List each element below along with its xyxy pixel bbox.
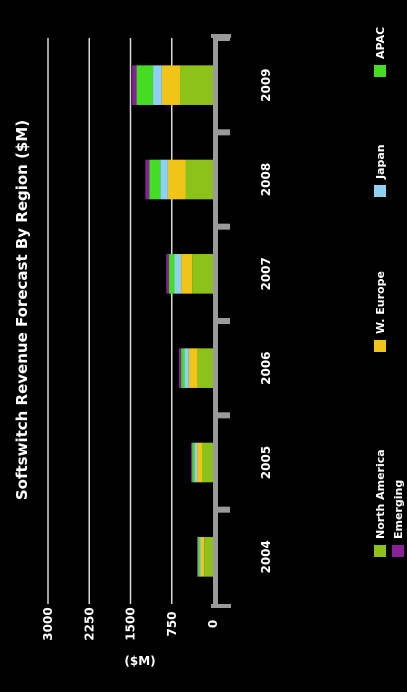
bar-segment-japan-2004 — [199, 537, 201, 577]
category-label: 2005 — [259, 446, 273, 479]
bar-segment-w-europe-2007 — [181, 254, 193, 294]
bar-segment-japan-2005 — [194, 442, 198, 483]
axis-layer — [211, 34, 231, 608]
legend-swatch — [374, 340, 386, 352]
bar-segment-apac-2004 — [197, 537, 200, 577]
axis-label: ($M) — [124, 654, 155, 668]
tick-label: 750 — [165, 611, 179, 636]
bar-segment-w-europe-2005 — [197, 442, 202, 483]
legend-swatch — [374, 545, 386, 557]
legend-swatch — [392, 545, 404, 557]
bar-segment-apac-2007 — [169, 254, 175, 294]
bar-segment-north-america-2004 — [204, 537, 213, 577]
bar-segment-north-america-2007 — [192, 254, 213, 294]
category-tick — [218, 412, 230, 419]
category-label: 2006 — [259, 351, 273, 384]
category-label: 2009 — [259, 68, 273, 101]
bar-segment-w-europe-2004 — [200, 537, 205, 577]
bar-segment-japan-2009 — [153, 65, 162, 105]
bar-segment-north-america-2008 — [185, 159, 213, 200]
legend: North America W. Europe Japan APAC Emerging — [374, 27, 405, 557]
bar-segment-japan-2007 — [174, 254, 182, 294]
grid-layer — [47, 38, 173, 604]
legend-label: Emerging — [392, 480, 405, 539]
tick-label: 2250 — [82, 607, 96, 640]
bar-segment-apac-2005 — [192, 442, 195, 483]
bar-segment-w-europe-2006 — [188, 348, 198, 388]
category-tick — [218, 129, 230, 136]
bar-segment-emerging-2004 — [197, 537, 198, 577]
tick-label: 3000 — [41, 607, 55, 640]
category-label-layer: 2004 2005 2006 2007 2008 2009 — [259, 68, 273, 573]
bar-segment-north-america-2005 — [202, 442, 213, 483]
bar-segment-emerging-2008 — [145, 159, 150, 200]
chart-title: Softswitch Revenue Forecast By Region ($… — [13, 120, 31, 500]
axis-cap — [211, 604, 231, 608]
bar-segment-north-america-2009 — [180, 65, 213, 105]
category-tick — [218, 318, 230, 324]
category-label: 2008 — [259, 163, 273, 196]
bar-segment-emerging-2009 — [132, 65, 137, 105]
legend-label: North America — [374, 449, 387, 539]
bar-segment-w-europe-2008 — [167, 159, 186, 200]
bar-segment-japan-2008 — [160, 159, 168, 200]
tick-label-layer: 3000 2250 1500 750 0 — [41, 607, 220, 640]
legend-label: APAC — [374, 27, 387, 59]
bar-layer — [132, 65, 213, 577]
tick-label: 0 — [206, 620, 220, 628]
bar-segment-apac-2006 — [181, 348, 185, 388]
legend-label: Japan — [374, 144, 387, 180]
bar-segment-emerging-2007 — [166, 254, 169, 294]
category-tick — [218, 35, 230, 41]
category-label: 2004 — [259, 540, 273, 573]
legend-swatch — [374, 185, 386, 197]
category-tick — [218, 506, 230, 513]
legend-label: W. Europe — [374, 271, 387, 334]
bar-segment-w-europe-2009 — [161, 65, 180, 105]
axis-line — [213, 34, 218, 608]
legend-swatch — [374, 65, 386, 77]
bar-segment-apac-2009 — [136, 65, 154, 105]
tick-label: 1500 — [124, 607, 138, 640]
category-tick — [218, 223, 230, 230]
category-label: 2007 — [259, 257, 273, 290]
bar-segment-north-america-2006 — [197, 348, 213, 388]
bar-segment-emerging-2005 — [191, 442, 193, 483]
bar-segment-emerging-2006 — [178, 348, 182, 388]
bar-segment-japan-2006 — [184, 348, 189, 388]
bar-segment-apac-2008 — [149, 159, 161, 200]
